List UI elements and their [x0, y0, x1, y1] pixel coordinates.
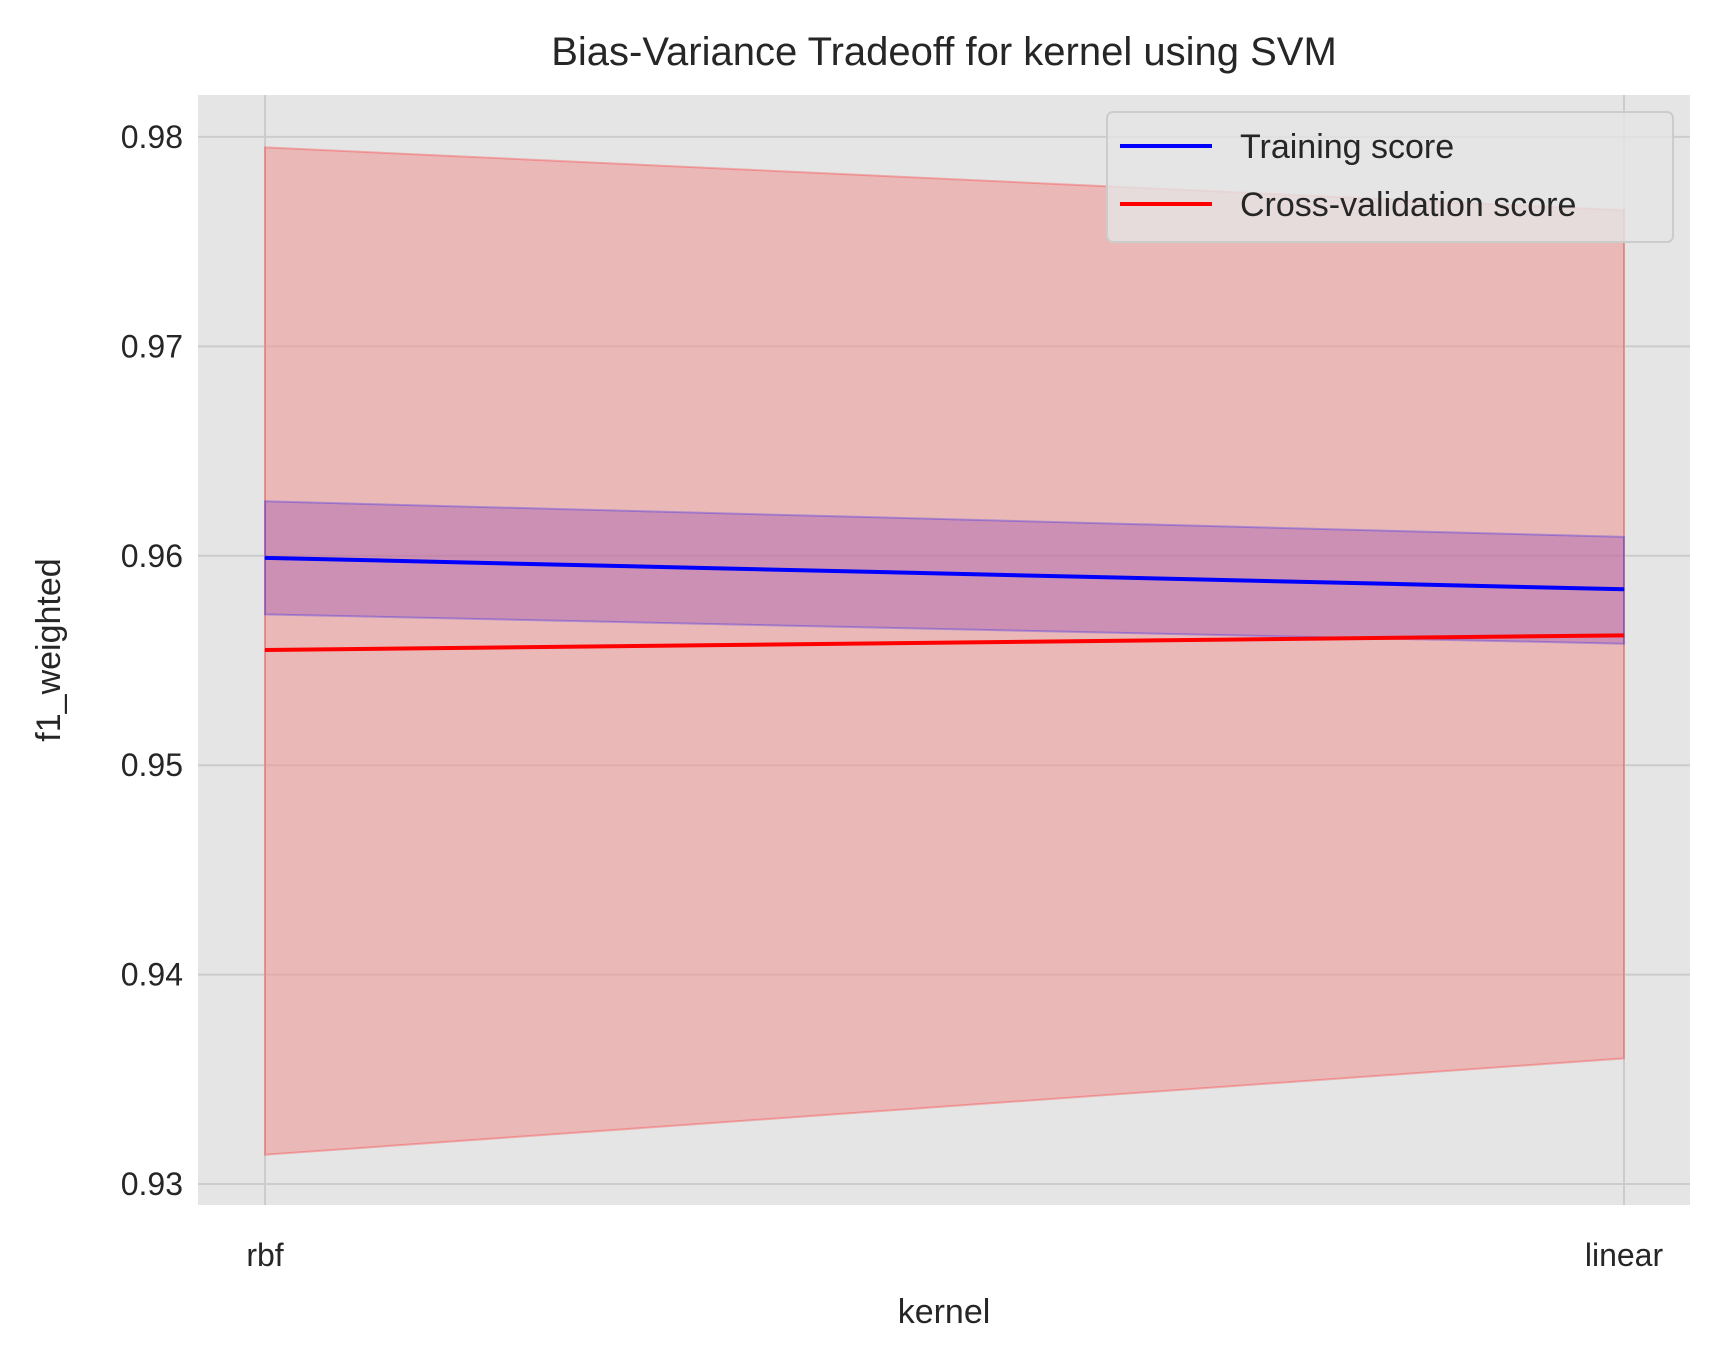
y-tick-label: 0.95	[121, 747, 183, 783]
legend: Training score Cross-validation score	[1106, 111, 1674, 243]
legend-label-cv: Cross-validation score	[1240, 186, 1576, 224]
point-cross-validation	[264, 649, 266, 651]
chart-title: Bias-Variance Tradeoff for kernel using …	[551, 30, 1337, 74]
legend-label-training: Training score	[1240, 128, 1454, 166]
x-tick-label: rbf	[246, 1237, 283, 1273]
y-axis-label: f1_weighted	[30, 558, 68, 741]
line-cross-validation	[264, 633, 1625, 652]
legend-box	[1106, 111, 1674, 243]
y-tick-labels: 0.93 0.94 0.95 0.96 0.97 0.98	[121, 119, 183, 1202]
point-cross-validation	[1623, 634, 1625, 636]
x-tick-labels: rbf linear	[246, 1237, 1663, 1273]
x-tick-label: linear	[1585, 1237, 1664, 1273]
y-tick-label: 0.93	[121, 1166, 183, 1202]
y-tick-label: 0.98	[121, 119, 183, 155]
point-training	[264, 557, 266, 559]
y-tick-label: 0.94	[121, 957, 183, 993]
x-axis-label: kernel	[898, 1293, 991, 1331]
series-lines	[264, 555, 1625, 652]
confidence-bands	[264, 146, 1625, 1156]
y-tick-label: 0.97	[121, 328, 183, 364]
band-cross-validation	[264, 146, 1625, 1156]
point-training	[1623, 588, 1625, 590]
line-training	[264, 555, 1625, 592]
y-tick-label: 0.96	[121, 538, 183, 574]
